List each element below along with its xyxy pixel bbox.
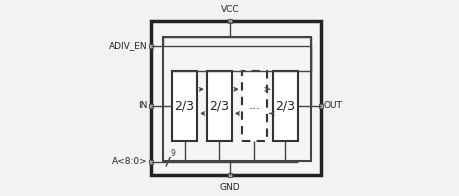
Bar — [207, 71, 231, 141]
Text: ADIV_EN: ADIV_EN — [109, 41, 147, 50]
Text: IN: IN — [138, 101, 147, 110]
Text: 9: 9 — [170, 149, 175, 158]
Bar — [172, 71, 197, 141]
Text: GND: GND — [219, 183, 240, 192]
Bar — [272, 71, 297, 141]
Bar — [149, 44, 152, 48]
Bar — [228, 173, 231, 177]
Text: ...: ... — [247, 99, 260, 112]
Text: 2/3: 2/3 — [174, 99, 194, 112]
Bar — [318, 104, 322, 108]
Bar — [151, 21, 320, 175]
Text: 2/3: 2/3 — [209, 99, 229, 112]
Text: VCC: VCC — [220, 5, 239, 14]
Text: OUT: OUT — [323, 101, 342, 110]
Text: A<8:0>: A<8:0> — [112, 157, 147, 166]
Bar — [241, 71, 266, 141]
Text: 2/3: 2/3 — [274, 99, 294, 112]
Bar — [149, 104, 152, 108]
Bar — [163, 37, 310, 161]
Bar — [228, 19, 231, 23]
Bar — [149, 160, 152, 164]
